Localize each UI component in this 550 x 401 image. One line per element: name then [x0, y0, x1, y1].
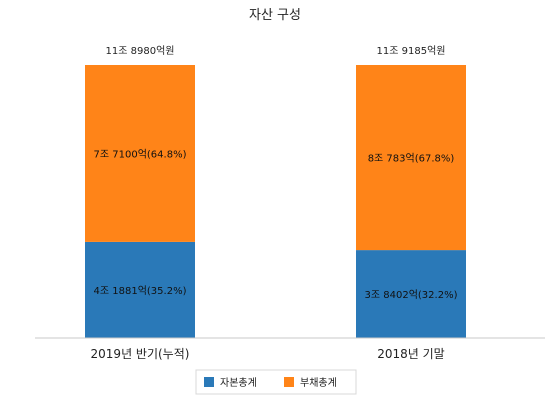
bar-segment-liabilities-1 — [356, 65, 466, 251]
data-label-equity-0: 4조 1881억(35.2%) — [94, 285, 187, 297]
total-label-0: 11조 8980억원 — [106, 45, 175, 57]
data-label-liabilities-0: 7조 7100억(64.8%) — [94, 148, 187, 160]
category-labels: 2019년 반기(누적) 2018년 기말 — [91, 347, 445, 361]
legend-swatch-liabilities — [284, 377, 294, 387]
legend: 자본총계 부채총계 — [195, 369, 357, 395]
bars: 4조 1881억(35.2%) 7조 7100억(64.8%) 11조 8980억원… — [85, 45, 466, 338]
legend-label-liabilities: 부채총계 — [300, 377, 337, 389]
category-label-0: 2019년 반기(누적) — [91, 347, 190, 361]
legend-label-equity: 자본총계 — [220, 377, 257, 389]
legend-box — [195, 369, 357, 395]
data-label-equity-1: 3조 8402억(32.2%) — [365, 289, 458, 301]
bar-segment-equity-0 — [85, 241, 195, 338]
category-label-1: 2018년 기말 — [377, 347, 444, 361]
chart-title: 자산 구성 — [249, 8, 301, 23]
total-label-1: 11조 9185억원 — [377, 45, 446, 57]
bar-segment-equity-1 — [356, 250, 466, 338]
bar-segment-liabilities-0 — [85, 65, 195, 242]
data-label-liabilities-1: 8조 783억(67.8%) — [368, 153, 455, 165]
legend-swatch-equity — [204, 377, 214, 387]
